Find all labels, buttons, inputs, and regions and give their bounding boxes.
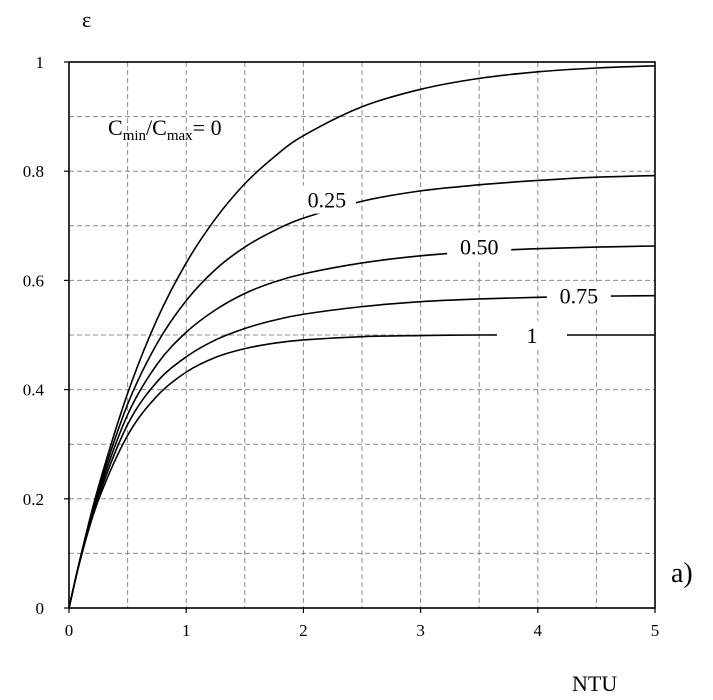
series-label: 0.25 xyxy=(308,188,347,213)
y-tick-label: 0 xyxy=(36,599,45,618)
x-tick-label: 2 xyxy=(299,621,308,640)
y-tick-label: 0.2 xyxy=(23,490,44,509)
series-label: 0.75 xyxy=(560,284,599,309)
x-tick-label: 1 xyxy=(182,621,191,640)
series-line xyxy=(68,294,656,609)
tick-labels: 0 1 2 3 4 5 0 0.2 0.4 0.6 0.8 1 xyxy=(23,53,660,640)
series-label-background xyxy=(447,232,512,261)
panel-label: a) xyxy=(671,558,693,589)
series-label: 1 xyxy=(526,323,537,348)
series-label: 0.50 xyxy=(460,235,499,260)
x-tick-label: 5 xyxy=(651,621,660,640)
x-tick-label: 0 xyxy=(65,621,74,640)
series-label-background xyxy=(297,185,356,214)
y-tick-label: 0.8 xyxy=(23,162,44,181)
x-axis-title: NTU xyxy=(572,671,617,696)
y-axis-title: ε xyxy=(82,7,91,32)
y-tick-label: 0.6 xyxy=(23,271,44,290)
series-label-background xyxy=(496,321,567,349)
series-label-background xyxy=(546,281,611,310)
series-labels: 0.25 0.50 0.75 1 xyxy=(297,185,611,349)
legend-title: Cmin/Cmax= 0 xyxy=(108,115,222,144)
y-tick-label: 0.4 xyxy=(23,381,45,400)
series-line xyxy=(68,65,656,609)
y-tick-label: 1 xyxy=(36,53,45,72)
x-tick-label: 3 xyxy=(416,621,425,640)
series-line xyxy=(68,174,656,609)
x-tick-label: 4 xyxy=(534,621,543,640)
